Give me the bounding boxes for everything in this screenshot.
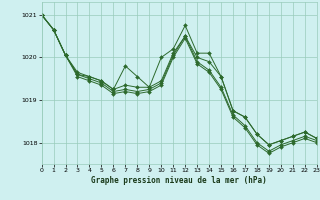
X-axis label: Graphe pression niveau de la mer (hPa): Graphe pression niveau de la mer (hPa) (91, 176, 267, 185)
